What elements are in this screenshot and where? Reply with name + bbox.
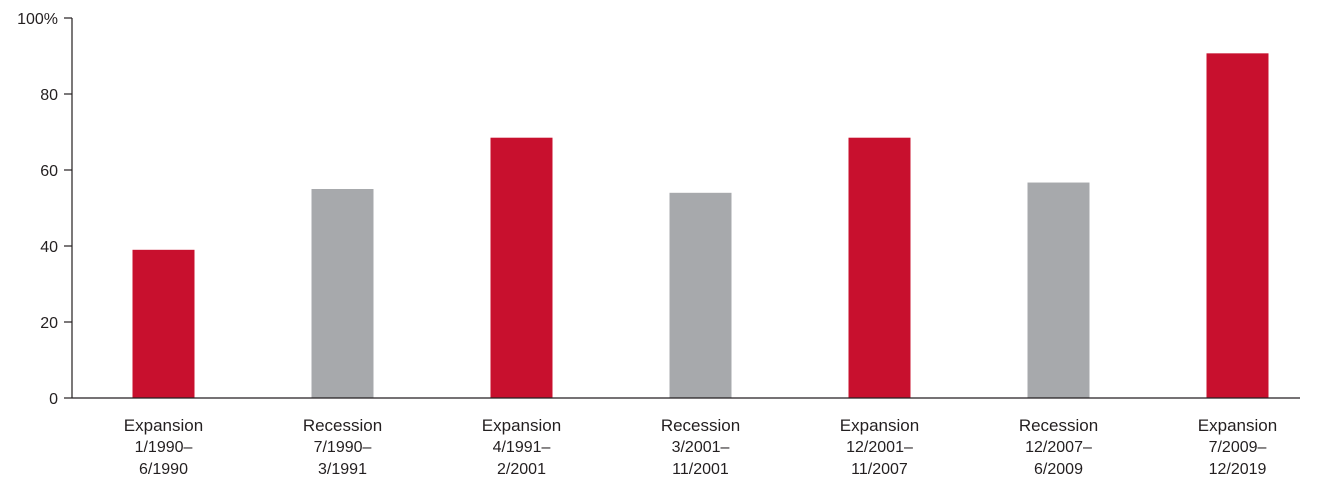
bars [132,53,1269,399]
x-category-label-start: 1/1990– [135,439,193,456]
x-category-label-start: 4/1991– [493,439,551,456]
x-category-label-type: Recession [1019,416,1098,435]
x-category-label-end: 2/2001 [497,461,546,478]
bar-expansion [848,137,911,398]
y-tick-label: 0 [49,391,58,408]
y-tick-label: 100% [17,11,58,28]
x-category-label-end: 11/2001 [672,461,729,478]
y-tick-label: 60 [40,163,58,180]
x-category-label-type: Recession [303,416,382,435]
x-category-label-start: 7/1990– [314,439,372,456]
x-category-label-type: Recession [661,416,740,435]
bar-recession [669,192,732,398]
bar-expansion [132,249,195,398]
x-category-label: Recession 12/2007– 6/2009 [1019,416,1098,478]
x-category-label-type: Expansion [124,416,203,435]
x-category-label-type: Expansion [1198,416,1277,435]
x-category-label-end: 3/1991 [318,461,367,478]
x-category-label-start: 7/2009– [1209,439,1267,456]
y-tick-label: 20 [40,315,58,332]
x-category-label-end: 6/2009 [1034,461,1083,478]
x-category-label: Recession 7/1990– 3/1991 [303,416,382,478]
bar-expansion [490,137,553,398]
bar-recession [311,189,374,398]
x-category-label-start: 12/2001– [846,439,913,456]
bar-expansion [1206,53,1269,399]
y-tick-label: 40 [40,239,58,256]
x-category-label-type: Expansion [840,416,919,435]
x-category-label: Recession 3/2001– 11/2001 [661,416,740,478]
y-tick-label: 80 [40,87,58,104]
x-category-label-type: Expansion [482,416,561,435]
x-category-label-start: 3/2001– [672,439,730,456]
bar-recession [1027,182,1090,398]
x-category-label: Expansion 7/2009– 12/2019 [1198,416,1277,478]
x-category-label: Expansion 1/1990– 6/1990 [124,416,203,478]
x-category-label-end: 12/2019 [1209,461,1267,478]
x-category-label-end: 11/2007 [851,461,908,478]
x-category-label: Expansion 4/1991– 2/2001 [482,416,561,478]
x-axis: Expansion 1/1990– 6/1990 Recession 7/1990– 3/… [72,397,1300,478]
x-category-label: Expansion 12/2001– 11/2007 [840,416,919,478]
x-category-label-end: 6/1990 [139,461,188,478]
y-axis: 0 20 40 60 80 100% [17,11,73,408]
x-category-label-start: 12/2007– [1025,439,1092,456]
